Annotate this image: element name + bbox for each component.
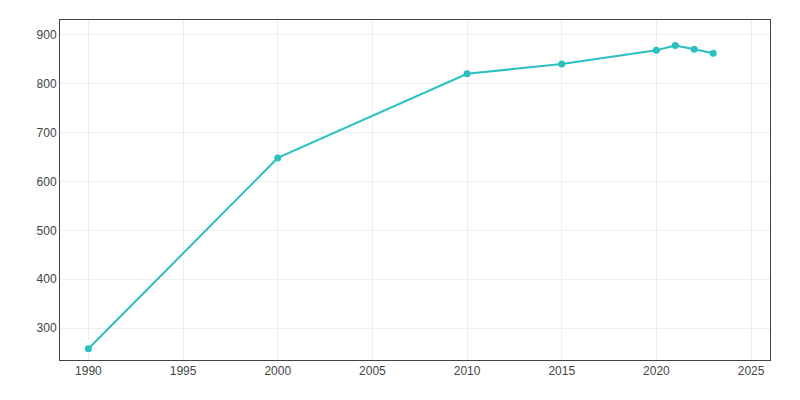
svg-text:2025: 2025 [738,364,765,378]
svg-text:400: 400 [37,272,57,286]
svg-text:300: 300 [37,321,57,335]
svg-text:1990: 1990 [75,364,102,378]
svg-text:800: 800 [37,77,57,91]
svg-text:2015: 2015 [548,364,575,378]
svg-text:500: 500 [37,224,57,238]
svg-text:2000: 2000 [264,364,291,378]
svg-text:2005: 2005 [359,364,386,378]
svg-text:2020: 2020 [643,364,670,378]
svg-text:2010: 2010 [454,364,481,378]
svg-text:900: 900 [37,28,57,42]
svg-text:600: 600 [37,175,57,189]
svg-text:1995: 1995 [170,364,197,378]
svg-text:700: 700 [37,126,57,140]
